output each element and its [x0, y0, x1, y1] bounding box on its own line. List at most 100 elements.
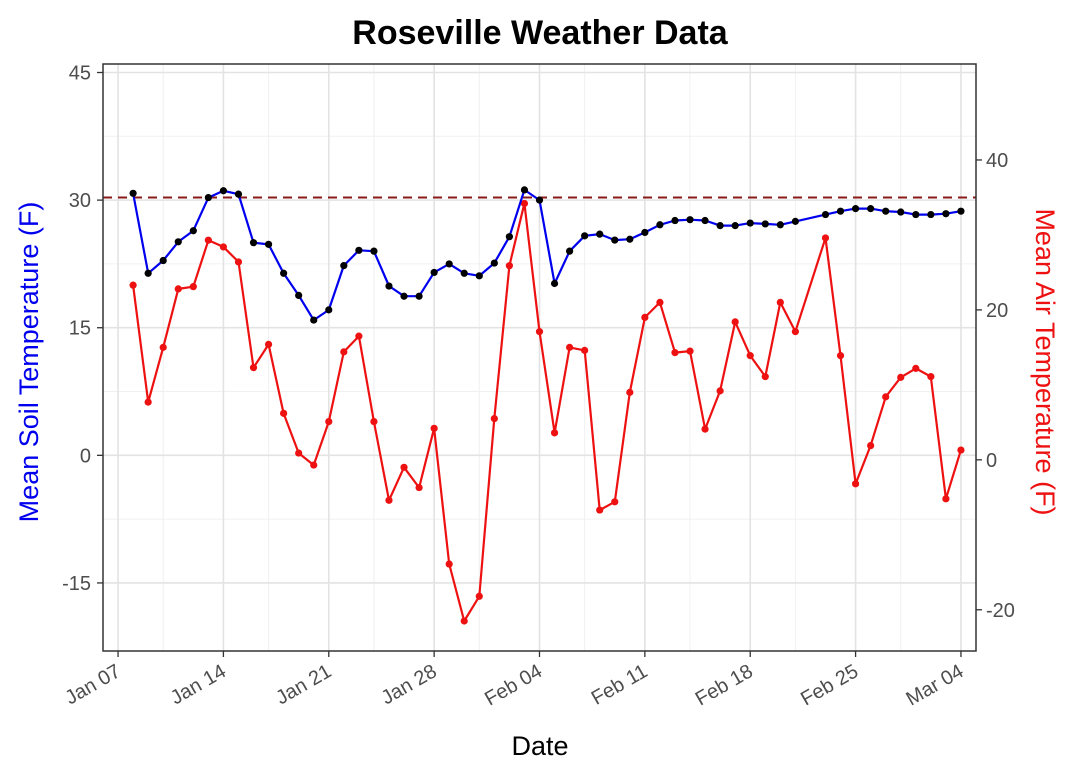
air-temperature-point	[882, 393, 890, 401]
air-temperature-point	[596, 506, 604, 514]
soil-temperature-point	[129, 189, 137, 197]
soil-temperature-point	[626, 235, 634, 243]
soil-temperature-point	[430, 268, 438, 277]
soil-temperature-point	[581, 232, 589, 240]
air-temperature-point	[867, 441, 875, 450]
soil-temperature-point	[761, 220, 769, 228]
soil-temperature-point	[897, 208, 905, 216]
series-soil-temperature	[129, 186, 965, 324]
air-temperature-point	[535, 328, 544, 336]
air-temperature-point	[340, 348, 348, 356]
left-y-tick-label: 0	[80, 445, 91, 467]
air-temperature-point	[716, 387, 724, 395]
air-temperature-point	[355, 332, 363, 340]
soil-temperature-point	[264, 240, 273, 248]
air-temperature-point	[219, 243, 228, 251]
soil-temperature-point	[355, 246, 363, 254]
left-y-tick-label: 30	[69, 190, 91, 212]
soil-temperature-point	[325, 306, 333, 314]
air-temperature-point	[295, 449, 303, 457]
air-temperature-point	[159, 343, 167, 351]
x-tick-label: Feb 25	[797, 660, 862, 710]
air-temperature-point	[641, 313, 649, 321]
soil-temperature-point	[716, 222, 724, 230]
x-tick-label: Feb 11	[588, 660, 652, 709]
air-temperature-point	[385, 496, 393, 504]
air-temperature-point	[566, 343, 574, 351]
soil-temperature-point	[596, 230, 604, 238]
soil-temperature-point	[942, 210, 950, 218]
air-temperature-point	[761, 373, 769, 381]
air-temperature-point	[189, 283, 197, 291]
left-y-tick-label: -15	[62, 573, 91, 595]
soil-temperature-point	[460, 269, 468, 277]
air-temperature-point	[821, 234, 830, 242]
air-temperature-point	[776, 298, 784, 306]
air-temperature-point	[445, 560, 453, 568]
air-temperature-point	[415, 483, 423, 492]
soil-temperature-point	[400, 292, 408, 300]
x-axis: Jan 07 Jan 14 Jan 21 Jan 28 Feb 04 Feb 11 Feb …	[62, 651, 968, 710]
soil-temperature-point	[791, 217, 799, 225]
air-temperature-point	[671, 349, 679, 357]
air-temperature-point	[927, 373, 935, 381]
right-y-tick-label: 40	[986, 150, 1008, 172]
x-tick-label: Feb 18	[692, 660, 757, 710]
soil-temperature-point	[535, 196, 544, 204]
soil-temperature-point	[385, 282, 393, 290]
soil-temperature-point	[280, 269, 288, 277]
soil-temperature-point	[219, 187, 228, 195]
air-temperature-point	[249, 364, 258, 372]
air-temperature-point	[325, 417, 333, 426]
soil-temperature-point	[566, 247, 574, 255]
air-temperature-point	[475, 592, 483, 600]
soil-temperature-point	[234, 190, 243, 198]
soil-temperature-point	[776, 221, 784, 229]
soil-temperature-point	[249, 239, 258, 247]
soil-temperature-point	[144, 269, 152, 277]
right-y-tick-label: -20	[986, 600, 1015, 622]
right-y-tick-label: 0	[986, 450, 997, 472]
air-temperature-point	[550, 429, 559, 437]
air-temperature-point	[400, 463, 408, 471]
air-temperature-point	[581, 346, 589, 354]
air-temperature-point	[942, 495, 950, 503]
air-temperature-point	[836, 352, 845, 360]
air-temperature-point	[460, 617, 468, 625]
air-temperature-point	[129, 281, 137, 289]
air-temperature-point	[430, 424, 438, 432]
air-temperature-point	[957, 446, 965, 454]
soil-temperature-point	[415, 292, 423, 300]
soil-temperature-point	[912, 210, 920, 219]
air-temperature-point	[204, 236, 212, 244]
air-temperature-point	[656, 298, 664, 306]
series-air-temperature	[129, 199, 965, 625]
x-tick-label: Mar 04	[903, 660, 968, 710]
soil-temperature-point	[490, 259, 498, 267]
soil-temperature-point	[295, 291, 303, 299]
soil-temperature-point	[927, 210, 935, 219]
air-temperature-point	[686, 347, 694, 355]
left-y-tick-label: 15	[69, 318, 91, 340]
air-temperature-point	[791, 328, 799, 336]
x-tick-label: Jan 07	[62, 660, 125, 709]
soil-temperature-point	[851, 205, 860, 213]
grid	[103, 64, 976, 651]
soil-temperature-point	[836, 207, 845, 215]
air-temperature-point	[897, 373, 905, 381]
air-temperature-point	[234, 258, 243, 266]
air-temperature-point	[310, 461, 318, 469]
soil-temperature-point	[174, 238, 182, 246]
x-tick-label: Jan 14	[167, 660, 230, 709]
x-axis-title: Date	[511, 731, 568, 761]
soil-temperature-point	[445, 260, 453, 268]
soil-temperature-point	[867, 205, 875, 213]
soil-temperature-point	[701, 216, 709, 225]
soil-temperature-point	[370, 247, 378, 255]
x-tick-label: Jan 28	[378, 660, 441, 709]
soil-temperature-point	[310, 316, 318, 324]
soil-temperature-point	[746, 219, 754, 227]
air-temperature-point	[851, 480, 860, 488]
x-tick-label: Feb 04	[481, 660, 546, 710]
